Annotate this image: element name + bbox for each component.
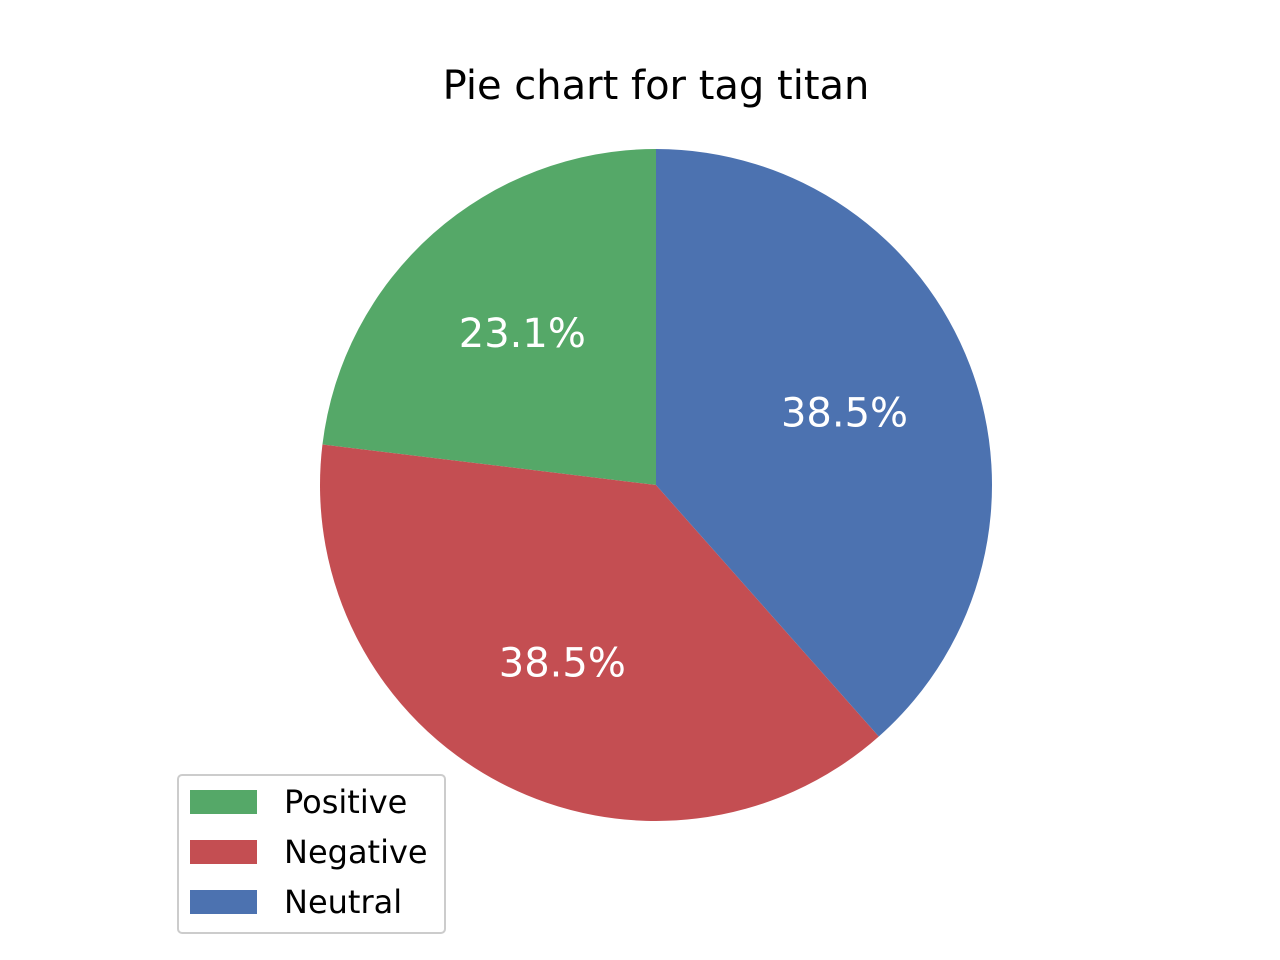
slice-label-negative: 38.5%: [499, 641, 626, 687]
legend: Positive Negative Neutral: [177, 774, 446, 934]
legend-label-neutral: Neutral: [284, 883, 402, 921]
pie-slice-positive: [322, 149, 656, 485]
slice-label-neutral: 38.5%: [781, 391, 908, 437]
legend-label-negative: Negative: [284, 833, 428, 871]
pie-slice-labels: 23.1% 38.5% 38.5%: [459, 311, 908, 686]
chart-title: Pie chart for tag titan: [443, 63, 870, 109]
legend-swatch-positive: [190, 790, 257, 814]
pie-slice-neutral: [656, 149, 993, 737]
pie-slice-negative: [320, 444, 879, 822]
pie-slices: [320, 149, 993, 822]
slice-label-positive: 23.1%: [459, 311, 586, 357]
legend-swatch-negative: [190, 840, 257, 864]
legend-swatch-neutral: [190, 890, 257, 914]
legend-label-positive: Positive: [284, 783, 407, 821]
